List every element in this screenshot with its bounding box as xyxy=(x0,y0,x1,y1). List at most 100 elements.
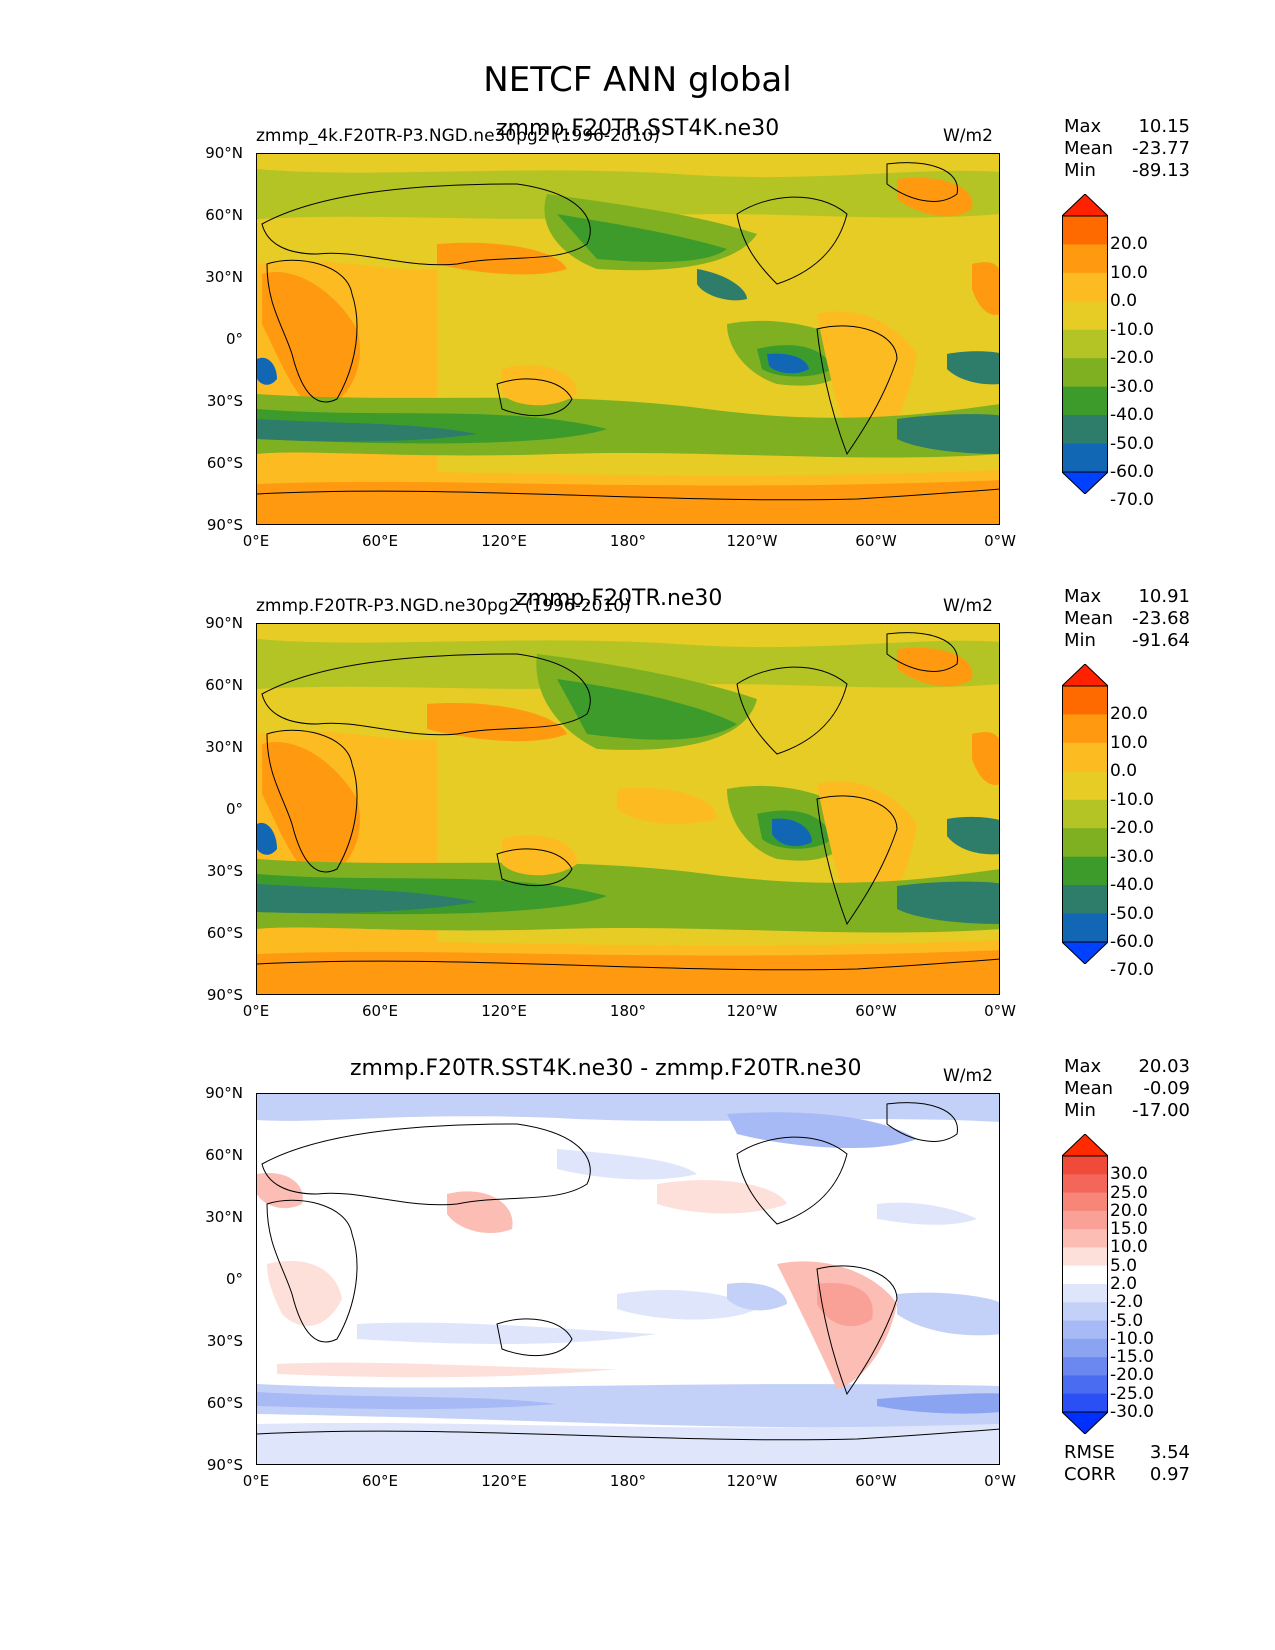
stat-value: -0.09 xyxy=(1143,1078,1190,1099)
colorbar-tick-label: 10.0 xyxy=(1110,1237,1148,1258)
colorbar-extension-top xyxy=(1062,194,1108,217)
colorbar-segment xyxy=(1062,913,1108,943)
colorbar-tick-label: -10.0 xyxy=(1110,1328,1154,1349)
colorbar-tick-label: 10.0 xyxy=(1110,732,1148,753)
colorbar-tick-label: 20.0 xyxy=(1110,1200,1148,1221)
colorbar-segment xyxy=(1062,771,1108,801)
x-tick-label: 60°W xyxy=(855,1472,897,1490)
figure-title: NETCF ANN global xyxy=(483,60,792,100)
colorbar-tick-label: -10.0 xyxy=(1110,789,1154,810)
units-label: W/m2 xyxy=(943,596,993,616)
stat-value: 3.54 xyxy=(1149,1442,1190,1463)
y-tick-label: 0° xyxy=(225,1270,243,1288)
stats-box: Max 10.91 Mean -23.68 Min -91.64 xyxy=(1064,586,1190,652)
panel-left-title: zmmp_4k.F20TR-P3.NGD.ne30pg2 (1996-2010) xyxy=(256,126,660,146)
x-tick-label: 0°W xyxy=(984,1002,1016,1020)
colorbar-tick-label: 25.0 xyxy=(1110,1182,1148,1203)
colorbar-frame xyxy=(1062,685,1108,943)
colorbar-tick-label: 5.0 xyxy=(1110,1255,1138,1276)
colorbar-tick-label: -10.0 xyxy=(1110,319,1154,340)
colorbar-segment xyxy=(1062,1375,1108,1395)
x-tick-label: 180° xyxy=(609,1002,647,1020)
y-tick-label: 30°S xyxy=(206,392,243,410)
colorbar-extension-bottom xyxy=(1062,1411,1108,1434)
colorbar-segment xyxy=(1062,686,1108,715)
colorbar-tick-label: -60.0 xyxy=(1110,462,1154,482)
panel-center-title: zmmp.F20TR.SST4K.ne30 xyxy=(496,116,780,141)
y-tick-label: 90°N xyxy=(205,144,243,162)
colorbar-tick-label: 20.0 xyxy=(1110,704,1148,725)
colorbar-tick-label: -50.0 xyxy=(1110,903,1154,924)
colorbar-segment xyxy=(1062,1210,1108,1230)
y-tick-label: 60°S xyxy=(206,1394,243,1412)
colorbar-graphic xyxy=(1062,1134,1108,1434)
colorbar-tick-label: -30.0 xyxy=(1110,376,1154,397)
y-tick-label: 30°N xyxy=(205,268,243,286)
x-tick-label: 0°E xyxy=(242,1002,270,1020)
colorbar-segment xyxy=(1062,1192,1108,1212)
x-tick-label: 60°W xyxy=(855,1002,897,1020)
colorbar-tick-label: 30.0 xyxy=(1110,1164,1148,1185)
colorbar-segment xyxy=(1062,386,1108,416)
colorbar-segment xyxy=(1062,1229,1108,1248)
stat-label: Max xyxy=(1064,116,1102,137)
y-tick-label: 90°N xyxy=(205,1084,243,1102)
map-panel-2: zmmp.F20TR-P3.NGD.ne30pg2 (1996-2010) zm… xyxy=(0,584,1275,1024)
stat-label: Min xyxy=(1064,160,1096,181)
y-tick-label: 30°S xyxy=(206,1332,243,1350)
colorbar-segment xyxy=(1062,714,1108,744)
colorbar-graphic xyxy=(1062,194,1108,494)
colorbar-tick-label: -40.0 xyxy=(1110,405,1154,426)
colorbar-frame xyxy=(1062,215,1108,473)
x-tick-label: 60°E xyxy=(361,1002,399,1020)
x-tick-label: 180° xyxy=(609,532,647,550)
colorbar-segment xyxy=(1062,1302,1108,1322)
colorbar-segment xyxy=(1062,1174,1108,1194)
panel-left-title: zmmp.F20TR-P3.NGD.ne30pg2 (1996-2010) xyxy=(256,596,631,616)
y-tick-label: 60°S xyxy=(206,924,243,942)
x-tick-label: 120°W xyxy=(726,1002,778,1020)
colorbar-graphic xyxy=(1062,664,1108,964)
colorbar-tick-label: -20.0 xyxy=(1110,1365,1154,1386)
panel-center-title: zmmp.F20TR.SST4K.ne30 - zmmp.F20TR.ne30 xyxy=(350,1056,862,1081)
y-tick-label: 60°S xyxy=(206,454,243,472)
colorbar-segment xyxy=(1062,828,1108,858)
colorbar-extension-bottom xyxy=(1062,471,1108,494)
colorbar-tick-label: -70.0 xyxy=(1110,490,1154,511)
colorbar-segment xyxy=(1062,272,1108,302)
colorbar-extension-top xyxy=(1062,1134,1108,1157)
panel-center-title: zmmp.F20TR.ne30 xyxy=(516,586,723,611)
y-tick-label: 90°S xyxy=(206,516,243,534)
stat-value: 10.15 xyxy=(1138,116,1190,137)
stats-box: Max 20.03 Mean -0.09 Min -17.00 xyxy=(1064,1056,1190,1122)
map-panel-3: zmmp.F20TR.SST4K.ne30 - zmmp.F20TR.ne30 … xyxy=(0,1054,1275,1494)
colorbar-segment xyxy=(1062,856,1108,886)
stat-label: Mean xyxy=(1064,1078,1114,1099)
colorbar-tick-label: -30.0 xyxy=(1110,846,1154,867)
contour-map xyxy=(257,1094,999,1464)
colorbar-extension-top xyxy=(1062,664,1108,687)
units-label: W/m2 xyxy=(943,126,993,146)
colorbar-tick-label: -30.0 xyxy=(1110,1402,1154,1422)
colorbar-segment xyxy=(1062,358,1108,388)
colorbar xyxy=(1062,1134,1108,1434)
y-tick-label: 60°N xyxy=(205,206,243,224)
colorbar-tick-label: -20.0 xyxy=(1110,818,1154,839)
colorbar-tick-label: -50.0 xyxy=(1110,433,1154,454)
x-tick-label: 0°E xyxy=(242,1472,270,1490)
colorbar-segment xyxy=(1062,885,1108,915)
colorbar-tick-label: 2.0 xyxy=(1110,1274,1138,1294)
colorbar-segment xyxy=(1062,1156,1108,1175)
stat-value: 10.91 xyxy=(1138,586,1190,607)
colorbar-tick-label: 20.0 xyxy=(1110,234,1148,255)
error-stats-box: RMSE 3.54 CORR 0.97 xyxy=(1064,1442,1190,1486)
map-panel-1: zmmp_4k.F20TR-P3.NGD.ne30pg2 (1996-2010)… xyxy=(0,114,1275,554)
colorbar-tick-label: 10.0 xyxy=(1110,262,1148,283)
y-tick-label: 90°S xyxy=(206,986,243,1004)
stat-label: Mean xyxy=(1064,608,1114,629)
stat-label: Max xyxy=(1064,586,1102,607)
colorbar-tick-label: -40.0 xyxy=(1110,875,1154,896)
y-tick-label: 90°N xyxy=(205,614,243,632)
colorbar-segment xyxy=(1062,1284,1108,1303)
map-plot-area xyxy=(256,623,1000,995)
